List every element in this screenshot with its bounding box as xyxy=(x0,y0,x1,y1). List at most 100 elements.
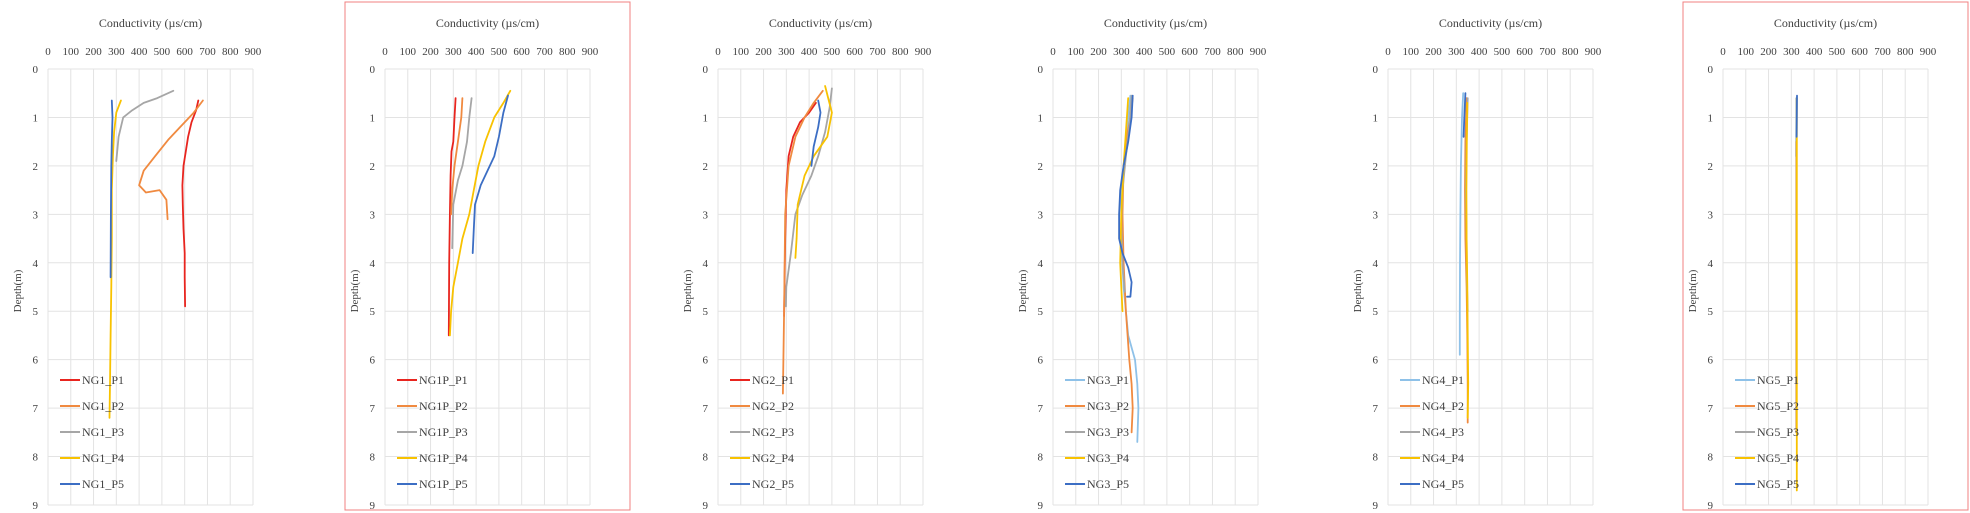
y-tick-label: 0 xyxy=(1708,64,1714,76)
series-line-ng1p-p5 xyxy=(471,94,509,254)
series-line-ng4-p4 xyxy=(1465,102,1470,419)
series-line-ng3-p4 xyxy=(1119,97,1130,313)
chart-panel-ng5: Conductivity (µs/cm) 0 100 200 300 400 500 600 7… xyxy=(1682,1,1969,512)
x-axis-title: Conductivity (µs/cm) xyxy=(1104,16,1207,30)
legend-label: NG1P_P3 xyxy=(419,425,468,439)
x-tick-label: 600 xyxy=(846,46,863,58)
x-tick-label: 800 xyxy=(892,46,909,58)
x-tick-label: 100 xyxy=(1738,46,1755,58)
legend: NG2_P1 NG2_P2 NG2_P3 NG2_P4 NG2_P5 xyxy=(730,373,794,491)
x-tick-label: 300 xyxy=(1113,46,1130,58)
x-tick-label: 600 xyxy=(1851,46,1868,58)
y-tick-label: 0 xyxy=(370,64,376,76)
y-tick-label: 7 xyxy=(370,403,376,415)
x-tick-label: 400 xyxy=(1136,46,1153,58)
chart-panel-ng1: Conductivity (µs/cm) 0 100 200 300 400 500 600 7… xyxy=(12,16,262,512)
x-tick-label: 800 xyxy=(1562,46,1579,58)
legend-label: NG5_P1 xyxy=(1757,373,1799,387)
series-line-ng3-p2 xyxy=(1121,97,1134,434)
gridlines xyxy=(384,68,591,506)
y-tick-label: 8 xyxy=(33,452,39,464)
y-tick-label: 7 xyxy=(1708,403,1714,415)
x-tick-label: 100 xyxy=(400,46,417,58)
x-tick-label: 700 xyxy=(536,46,553,58)
legend: NG3_P1 NG3_P2 NG3_P3 NG3_P4 NG3_P5 xyxy=(1065,373,1129,491)
y-tick-label: 9 xyxy=(33,500,39,512)
series-line-ng1p-p1 xyxy=(447,97,457,337)
x-tick-label: 200 xyxy=(422,46,439,58)
x-tick-label: 100 xyxy=(733,46,750,58)
y-axis-title: Depth(m) xyxy=(1352,269,1364,312)
legend-label: NG4_P4 xyxy=(1422,451,1464,465)
y-tick-label: 4 xyxy=(33,258,39,270)
y-axis-title: Depth(m) xyxy=(12,269,24,312)
y-tick-label: 3 xyxy=(1373,209,1379,221)
x-tick-label: 200 xyxy=(85,46,102,58)
x-tick-label: 400 xyxy=(801,46,818,58)
y-tick-label: 4 xyxy=(1038,258,1044,270)
series-line-ng1p-p4 xyxy=(449,89,512,337)
y-tick-label: 4 xyxy=(703,258,709,270)
x-tick-label: 800 xyxy=(1897,46,1914,58)
y-tick-label: 4 xyxy=(370,258,376,270)
legend-label: NG4_P1 xyxy=(1422,373,1464,387)
y-tick-label: 9 xyxy=(1038,500,1044,512)
x-tick-label: 700 xyxy=(869,46,886,58)
x-tick-label: 100 xyxy=(63,46,80,58)
y-tick-label: 7 xyxy=(1373,403,1379,415)
legend-label: NG5_P3 xyxy=(1757,425,1799,439)
legend-label: NG1_P1 xyxy=(82,373,124,387)
y-axis-title: Depth(m) xyxy=(1017,269,1029,312)
x-tick-label: 0 xyxy=(1385,46,1391,58)
x-tick-label: 700 xyxy=(1874,46,1891,58)
y-tick-label: 8 xyxy=(703,452,709,464)
legend-label: NG2_P2 xyxy=(752,399,794,413)
legend-label: NG2_P5 xyxy=(752,477,794,491)
legend: NG1_P1 NG1_P2 NG1_P3 NG1_P4 NG1_P5 xyxy=(60,373,124,491)
y-tick-label: 2 xyxy=(1708,161,1714,173)
x-tick-label: 400 xyxy=(1806,46,1823,58)
legend-label: NG2_P1 xyxy=(752,373,794,387)
x-tick-label: 600 xyxy=(1516,46,1533,58)
highlight-frame xyxy=(1682,1,1969,511)
series-line-ng2-p2 xyxy=(782,89,824,395)
x-tick-label: 600 xyxy=(513,46,530,58)
y-tick-label: 5 xyxy=(1373,306,1379,318)
x-tick-label: 0 xyxy=(45,46,51,58)
series-line-ng4-p5 xyxy=(1462,92,1467,138)
x-tick-label: 0 xyxy=(715,46,721,58)
y-tick-label: 6 xyxy=(703,355,709,367)
x-tick-label: 300 xyxy=(1783,46,1800,58)
legend-label: NG1P_P5 xyxy=(419,477,468,491)
series-line-ng1-p5 xyxy=(109,99,114,279)
x-tick-label: 900 xyxy=(582,46,599,58)
y-tick-label: 9 xyxy=(1373,500,1379,512)
gridlines xyxy=(47,68,254,506)
x-tick-label: 900 xyxy=(245,46,262,58)
x-tick-label: 800 xyxy=(222,46,239,58)
x-tick-label: 0 xyxy=(1720,46,1726,58)
legend-label: NG1P_P1 xyxy=(419,373,468,387)
x-tick-label: 500 xyxy=(1159,46,1176,58)
x-tick-label: 900 xyxy=(915,46,932,58)
legend-label: NG4_P5 xyxy=(1422,477,1464,491)
x-tick-label: 500 xyxy=(154,46,171,58)
legend-label: NG3_P2 xyxy=(1087,399,1129,413)
x-tick-label: 500 xyxy=(1829,46,1846,58)
y-tick-label: 8 xyxy=(1038,452,1044,464)
series-line-ng1-p2 xyxy=(138,99,204,221)
legend-label: NG4_P2 xyxy=(1422,399,1464,413)
x-tick-label: 300 xyxy=(108,46,125,58)
x-tick-label: 700 xyxy=(199,46,216,58)
x-tick-label: 400 xyxy=(1471,46,1488,58)
x-tick-label: 0 xyxy=(1050,46,1056,58)
x-tick-label: 600 xyxy=(1181,46,1198,58)
chart-panel-ng3: Conductivity (µs/cm) 0 100 200 300 400 500 600 7… xyxy=(1017,16,1267,512)
y-tick-label: 1 xyxy=(1038,112,1044,124)
y-tick-label: 2 xyxy=(370,161,376,173)
y-tick-label: 1 xyxy=(1373,112,1379,124)
gridlines xyxy=(1387,68,1594,506)
y-tick-label: 6 xyxy=(33,355,39,367)
y-tick-label: 1 xyxy=(370,112,376,124)
y-tick-label: 7 xyxy=(1038,403,1044,415)
